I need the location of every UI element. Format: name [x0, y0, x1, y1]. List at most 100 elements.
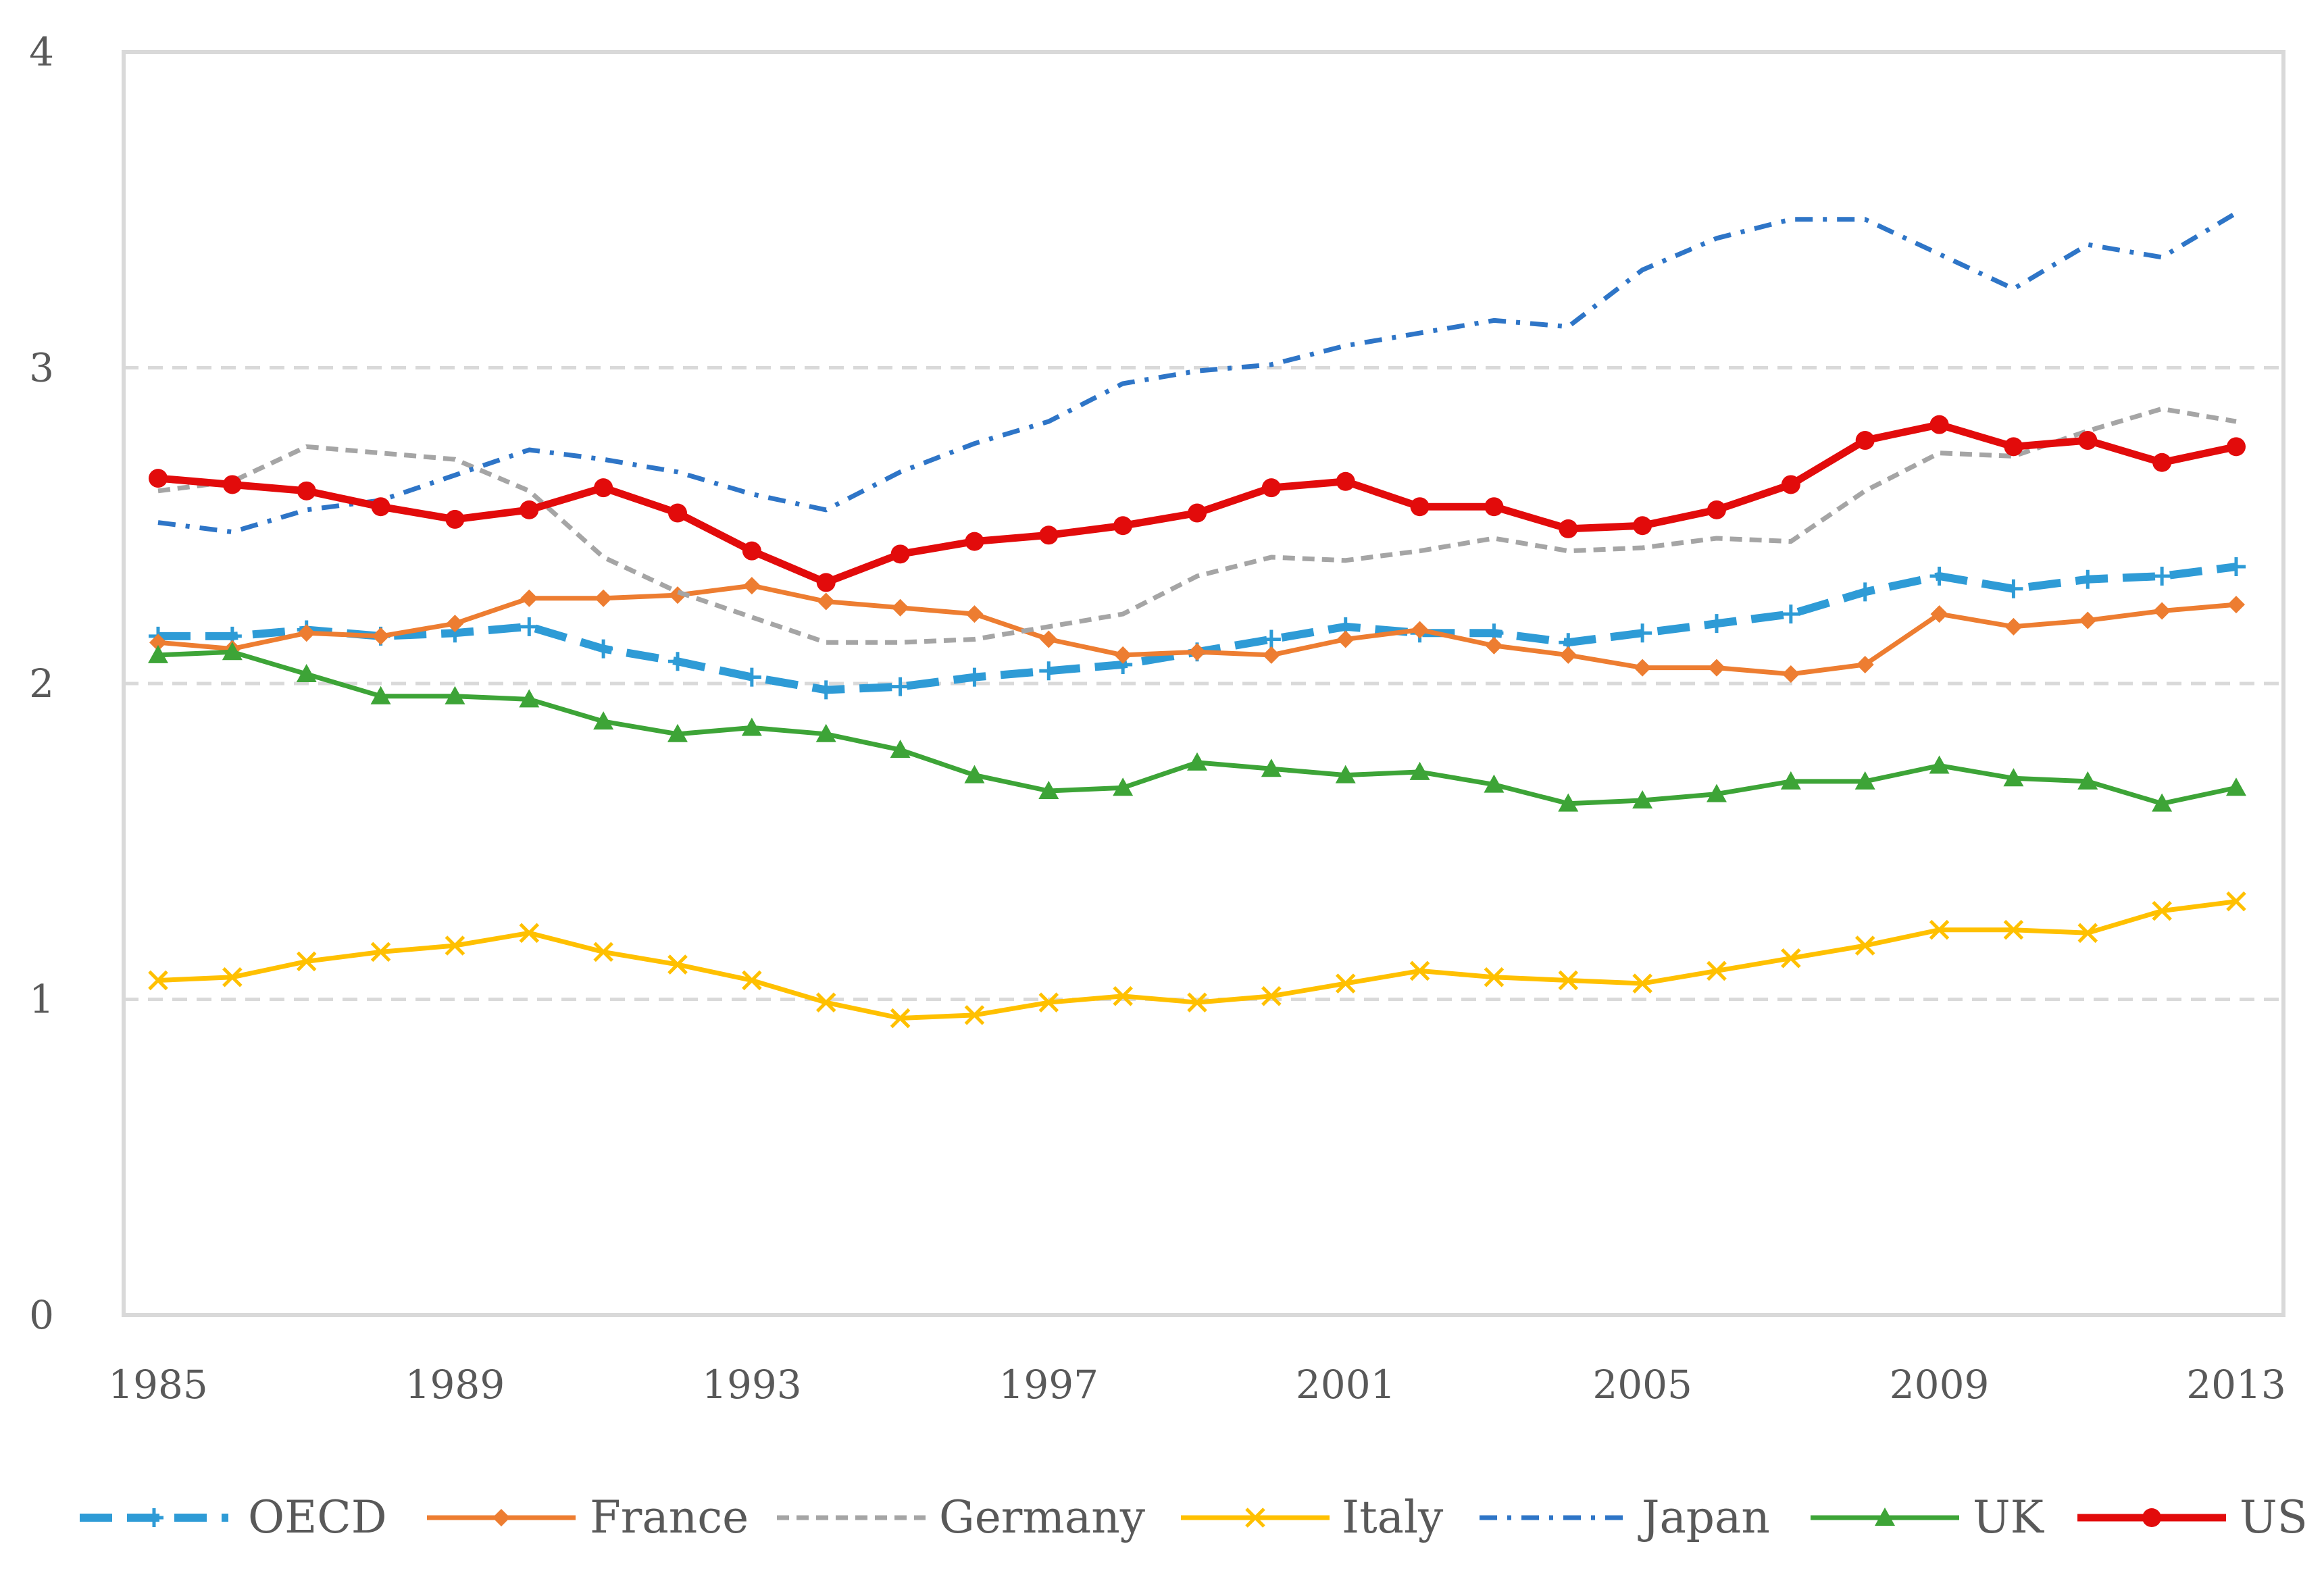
data-point-oecd [1039, 661, 1059, 681]
x-tick-label: 2001 [1296, 1362, 1396, 1408]
data-point-france [817, 592, 835, 611]
data-point-uk [1038, 780, 1059, 799]
data-point-us [2227, 437, 2246, 457]
data-point-france [1930, 605, 1948, 623]
data-point-uk [1632, 790, 1653, 808]
data-point-us [2078, 431, 2098, 451]
data-point-france [1114, 646, 1132, 664]
data-point-italy [296, 951, 317, 972]
data-point-france [297, 624, 315, 642]
data-point-italy [2152, 900, 2172, 921]
data-point-uk [741, 717, 762, 736]
data-point-us [1929, 415, 1949, 434]
legend-label-france: France [590, 1491, 749, 1543]
data-point-uk [1113, 777, 1134, 796]
data-point-italy [2003, 919, 2024, 940]
data-point-us [1781, 475, 1800, 494]
data-point-oecd [816, 680, 836, 700]
data-point-uk [2152, 793, 2173, 812]
data-point-france [1411, 621, 1429, 639]
data-point-italy [2226, 891, 2246, 912]
y-tick-label: 0 [29, 1292, 54, 1338]
data-point-oecd [965, 667, 984, 687]
data-point-france [1262, 646, 1280, 664]
data-point-us [1410, 497, 1430, 517]
data-point-oecd [1707, 614, 1726, 634]
data-point-us [149, 469, 168, 488]
data-point-france [595, 589, 613, 607]
data-point-italy [815, 992, 836, 1012]
data-point-italy [742, 970, 762, 991]
data-point-italy [519, 923, 540, 944]
data-point-france [1782, 665, 1800, 683]
legend-marker-oecd [145, 1508, 163, 1527]
data-point-us [297, 481, 316, 500]
data-point-france [1188, 643, 1206, 661]
series-germany [157, 406, 2237, 645]
data-point-france [1708, 659, 1725, 677]
legend-marker-italy [1245, 1508, 1265, 1528]
series-france [149, 577, 2245, 683]
legend-label-italy: Italy [1342, 1491, 1444, 1543]
data-point-us [1113, 516, 1133, 536]
data-point-us [1039, 525, 1059, 545]
data-point-us [1855, 431, 1875, 451]
data-point-france [149, 634, 167, 652]
legend-marker-france [492, 1509, 510, 1526]
data-point-uk [815, 723, 836, 742]
legend: OECD France Germany Italy Japan UK US [80, 1491, 2308, 1543]
data-point-france [1634, 659, 1652, 677]
data-point-us [668, 503, 687, 523]
data-point-france [742, 577, 761, 595]
data-point-us [965, 532, 984, 551]
legend-marker-us [2142, 1508, 2161, 1527]
data-point-italy [1929, 919, 1950, 940]
data-point-france [965, 605, 984, 623]
data-point-italy [1484, 967, 1505, 987]
data-point-oecd [1781, 605, 1800, 624]
data-point-oecd [520, 617, 539, 636]
data-point-uk [1707, 783, 1727, 802]
data-point-us [742, 541, 761, 561]
data-point-us [222, 475, 242, 494]
data-point-italy [964, 1005, 985, 1025]
data-point-italy [1632, 973, 1652, 994]
x-tick-label: 1989 [405, 1362, 505, 1408]
data-point-uk [296, 663, 317, 682]
x-tick-label: 2013 [2186, 1362, 2286, 1408]
data-point-oecd [890, 677, 910, 696]
data-point-uk [1261, 758, 1282, 777]
x-axis-ticks: 1985 1989 1993 1997 2001 2005 2009 2013 [108, 1362, 2286, 1408]
data-point-us [371, 497, 390, 517]
data-point-us [1707, 500, 1726, 519]
data-point-oecd [1633, 623, 1652, 643]
data-point-italy [370, 942, 391, 962]
data-point-uk [519, 689, 540, 708]
data-point-uk [1409, 761, 1430, 780]
data-point-us [1336, 471, 1355, 491]
series-uk [148, 642, 2246, 812]
data-point-italy [667, 954, 688, 975]
data-point-uk [1558, 793, 1579, 812]
data-point-us [1484, 497, 1504, 517]
data-point-italy [1854, 935, 1875, 956]
data-point-france [1856, 655, 1874, 673]
legend-item-us: US [2077, 1491, 2308, 1543]
data-point-oecd [1855, 582, 1875, 602]
data-point-france [669, 586, 686, 605]
data-point-uk [667, 723, 688, 742]
legend-marker-uk [1875, 1508, 1895, 1526]
data-point-france [446, 615, 464, 633]
y-tick-label: 4 [29, 29, 54, 75]
data-point-italy [445, 935, 465, 956]
data-point-uk [2003, 768, 2024, 787]
data-point-uk [148, 644, 168, 663]
x-tick-label: 1993 [702, 1362, 802, 1408]
data-point-italy [2077, 923, 2098, 944]
legend-item-france: France [427, 1491, 749, 1543]
series-italy [148, 891, 2246, 1029]
data-point-us [2152, 453, 2172, 472]
data-point-uk [1187, 752, 1207, 771]
data-point-italy [222, 967, 243, 987]
